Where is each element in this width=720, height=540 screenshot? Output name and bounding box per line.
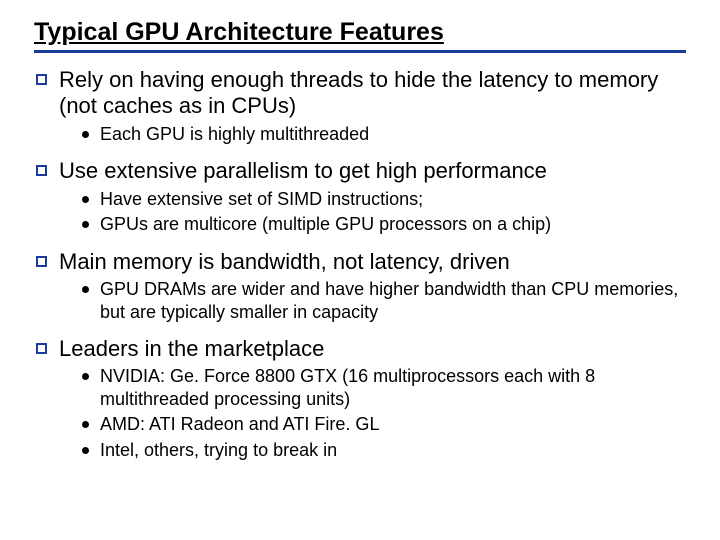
- dot-bullet-icon: [82, 196, 89, 203]
- dot-bullet-icon: [82, 131, 89, 138]
- level2-text: GPUs are multicore (multiple GPU process…: [100, 213, 551, 236]
- square-bullet-icon: [36, 343, 47, 354]
- bullet-level1: Rely on having enough threads to hide th…: [34, 67, 686, 120]
- dot-bullet-icon: [82, 221, 89, 228]
- slide: Typical GPU Architecture Features Rely o…: [0, 0, 720, 540]
- level1-text: Use extensive parallelism to get high pe…: [59, 158, 547, 184]
- bullet-level2: Each GPU is highly multithreaded: [82, 123, 686, 146]
- level2-text: Each GPU is highly multithreaded: [100, 123, 369, 146]
- dot-bullet-icon: [82, 421, 89, 428]
- bullet-level1: Use extensive parallelism to get high pe…: [34, 158, 686, 184]
- level2-text: AMD: ATI Radeon and ATI Fire. GL: [100, 413, 379, 436]
- bullet-level2: GPU DRAMs are wider and have higher band…: [82, 278, 686, 323]
- square-bullet-icon: [36, 256, 47, 267]
- square-bullet-icon: [36, 74, 47, 85]
- level2-text: Have extensive set of SIMD instructions;: [100, 188, 423, 211]
- dot-bullet-icon: [82, 447, 89, 454]
- bullet-level1: Leaders in the marketplace: [34, 336, 686, 362]
- bullet-level2: GPUs are multicore (multiple GPU process…: [82, 213, 686, 236]
- bullet-level1: Main memory is bandwidth, not latency, d…: [34, 249, 686, 275]
- square-bullet-icon: [36, 165, 47, 176]
- level1-text: Leaders in the marketplace: [59, 336, 324, 362]
- slide-title: Typical GPU Architecture Features: [34, 18, 686, 53]
- level2-text: GPU DRAMs are wider and have higher band…: [100, 278, 686, 323]
- bullet-level2: Intel, others, trying to break in: [82, 439, 686, 462]
- level1-text: Main memory is bandwidth, not latency, d…: [59, 249, 510, 275]
- level2-text: Intel, others, trying to break in: [100, 439, 337, 462]
- bullet-level2: AMD: ATI Radeon and ATI Fire. GL: [82, 413, 686, 436]
- level2-text: NVIDIA: Ge. Force 8800 GTX (16 multiproc…: [100, 365, 686, 410]
- level1-text: Rely on having enough threads to hide th…: [59, 67, 686, 120]
- dot-bullet-icon: [82, 286, 89, 293]
- bullet-level2: NVIDIA: Ge. Force 8800 GTX (16 multiproc…: [82, 365, 686, 410]
- bullet-level2: Have extensive set of SIMD instructions;: [82, 188, 686, 211]
- dot-bullet-icon: [82, 373, 89, 380]
